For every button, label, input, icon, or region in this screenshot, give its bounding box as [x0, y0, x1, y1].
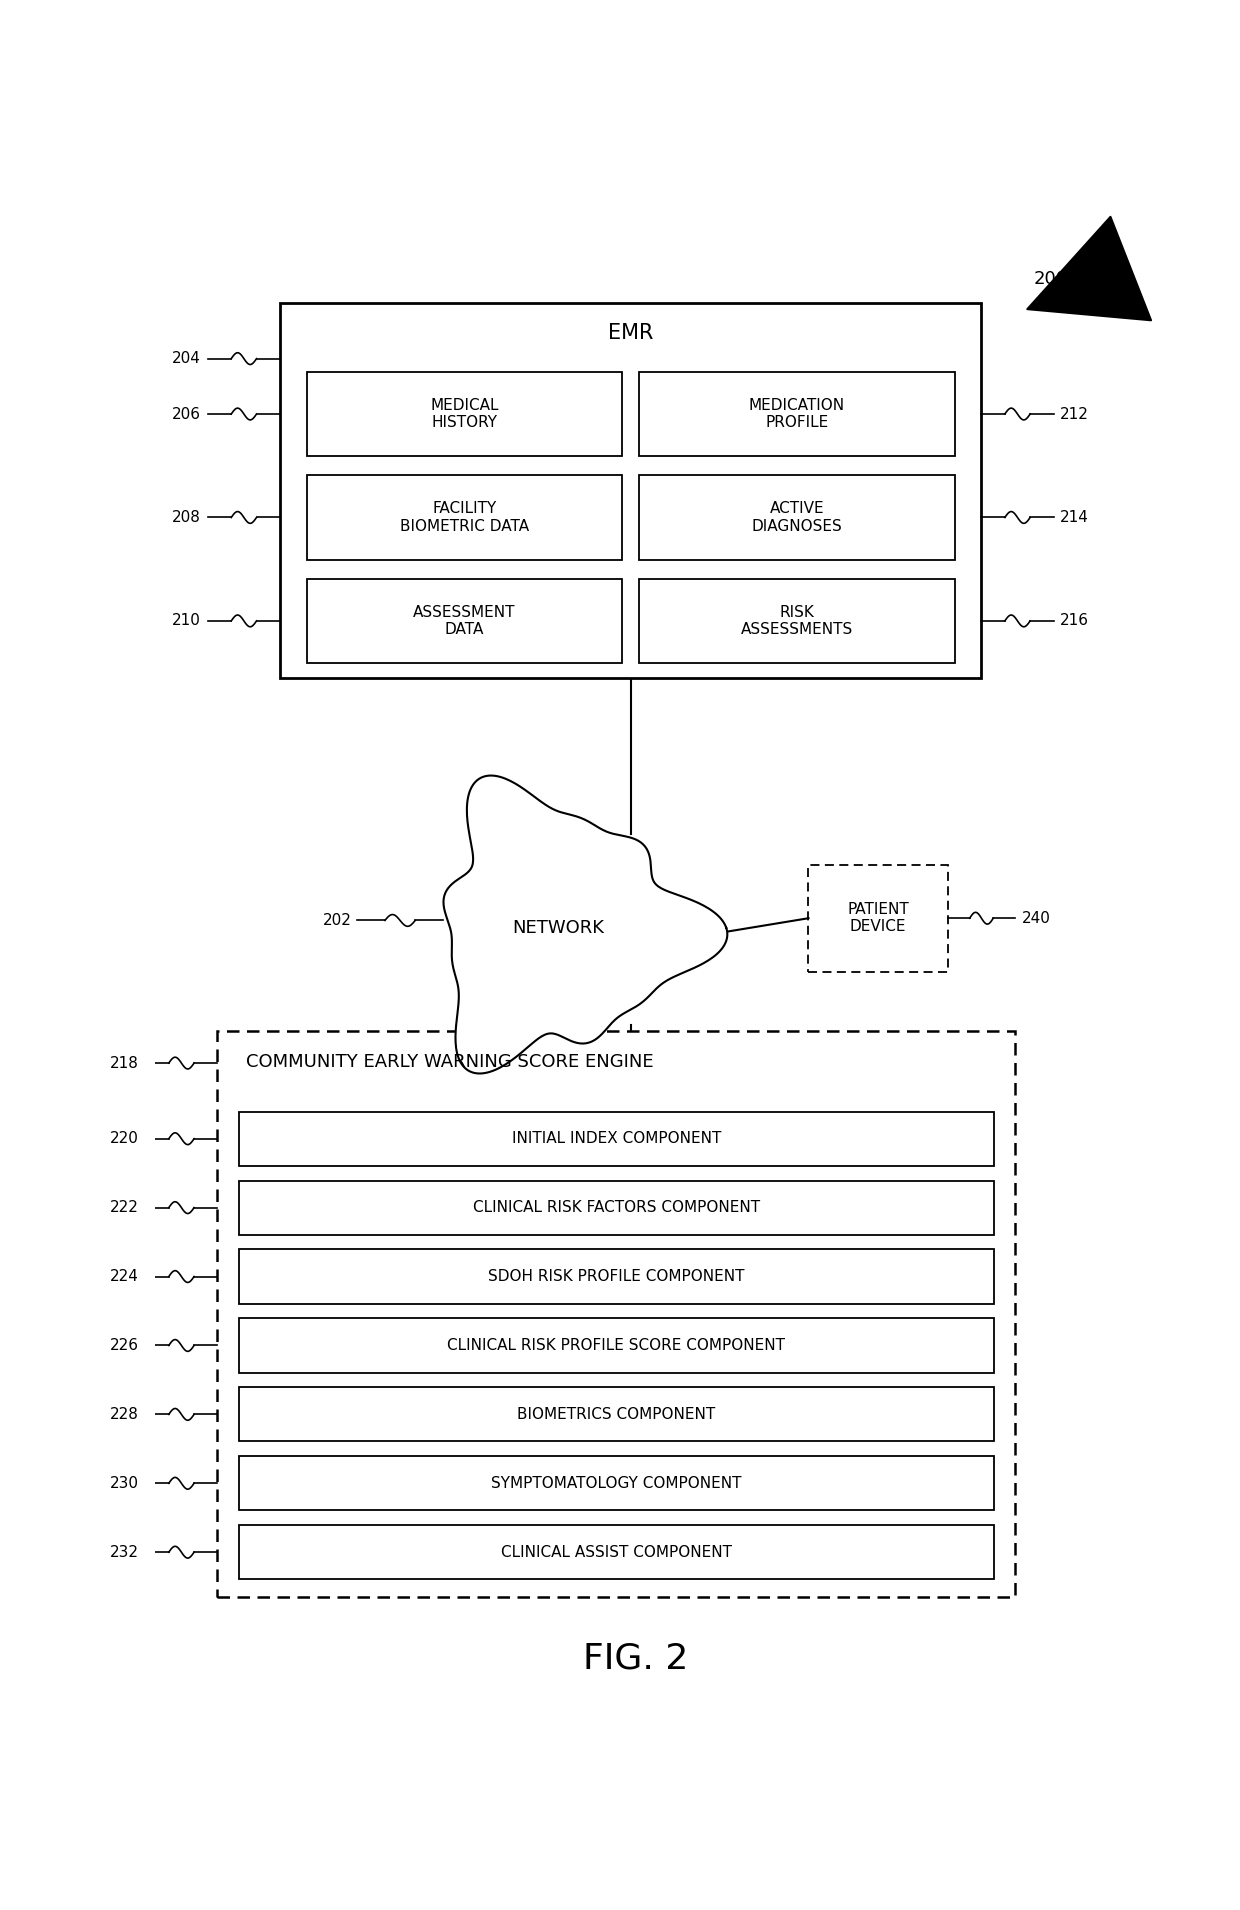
Text: MEDICATION
PROFILE: MEDICATION PROFILE [749, 397, 844, 430]
Text: 208: 208 [172, 510, 201, 525]
Text: RISK
ASSESSMENTS: RISK ASSESSMENTS [740, 605, 853, 638]
Text: BIOMETRICS COMPONENT: BIOMETRICS COMPONENT [517, 1408, 715, 1421]
Text: CLINICAL RISK PROFILE SCORE COMPONENT: CLINICAL RISK PROFILE SCORE COMPONENT [448, 1339, 785, 1352]
Text: 226: 226 [109, 1339, 139, 1352]
Text: ASSESSMENT
DATA: ASSESSMENT DATA [413, 605, 516, 638]
Text: 210: 210 [172, 613, 201, 628]
Text: 218: 218 [110, 1056, 139, 1072]
Text: PATIENT
DEVICE: PATIENT DEVICE [847, 902, 909, 934]
Bar [238, 1318, 994, 1373]
Text: 220: 220 [110, 1131, 139, 1146]
Text: 214: 214 [1060, 510, 1089, 525]
Text: SYMPTOMATOLOGY COMPONENT: SYMPTOMATOLOGY COMPONENT [491, 1476, 742, 1492]
Bar [238, 1249, 994, 1305]
Bar [640, 579, 955, 663]
Text: 228: 228 [110, 1408, 139, 1421]
Bar [808, 865, 947, 972]
Bar [238, 1387, 994, 1442]
Polygon shape [444, 775, 728, 1073]
Text: MEDICAL
HISTORY: MEDICAL HISTORY [430, 397, 498, 430]
Bar [238, 1455, 994, 1511]
Bar [306, 372, 622, 456]
Text: 232: 232 [109, 1545, 139, 1560]
Bar [640, 476, 955, 560]
Text: 202: 202 [324, 913, 352, 928]
Text: NETWORK: NETWORK [512, 919, 605, 936]
Text: EMR: EMR [608, 323, 653, 344]
Text: COMMUNITY EARLY WARNING SCORE ENGINE: COMMUNITY EARLY WARNING SCORE ENGINE [247, 1052, 653, 1072]
Bar [640, 372, 955, 456]
Bar [306, 579, 622, 663]
Text: FIG. 2: FIG. 2 [583, 1643, 688, 1675]
Text: SDOH RISK PROFILE COMPONENT: SDOH RISK PROFILE COMPONENT [489, 1268, 744, 1284]
Text: CLINICAL ASSIST COMPONENT: CLINICAL ASSIST COMPONENT [501, 1545, 732, 1560]
Text: ACTIVE
DIAGNOSES: ACTIVE DIAGNOSES [751, 500, 842, 533]
Text: FACILITY
BIOMETRIC DATA: FACILITY BIOMETRIC DATA [399, 500, 529, 533]
Bar [238, 1180, 994, 1234]
Text: CLINICAL RISK FACTORS COMPONENT: CLINICAL RISK FACTORS COMPONENT [472, 1199, 760, 1215]
Text: 216: 216 [1060, 613, 1089, 628]
Text: 204: 204 [172, 351, 201, 367]
Bar [306, 476, 622, 560]
Bar [238, 1112, 994, 1165]
Text: 230: 230 [109, 1476, 139, 1492]
Bar [280, 304, 982, 678]
Text: 222: 222 [110, 1199, 139, 1215]
Bar [238, 1524, 994, 1580]
Text: 224: 224 [110, 1268, 139, 1284]
Text: 200: 200 [1034, 271, 1068, 288]
Text: 240: 240 [1022, 911, 1050, 926]
Text: INITIAL INDEX COMPONENT: INITIAL INDEX COMPONENT [512, 1131, 720, 1146]
Bar [217, 1031, 1016, 1597]
Text: 206: 206 [172, 407, 201, 422]
Text: 212: 212 [1060, 407, 1089, 422]
